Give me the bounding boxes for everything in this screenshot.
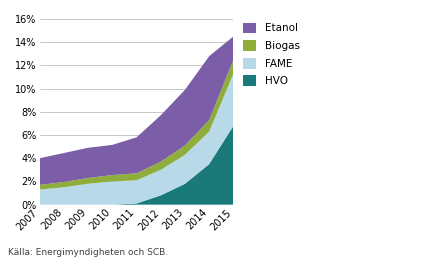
Legend: Etanol, Biogas, FAME, HVO: Etanol, Biogas, FAME, HVO [240,21,301,88]
Text: Källa: Energimyndigheten och SCB.: Källa: Energimyndigheten och SCB. [8,248,169,257]
